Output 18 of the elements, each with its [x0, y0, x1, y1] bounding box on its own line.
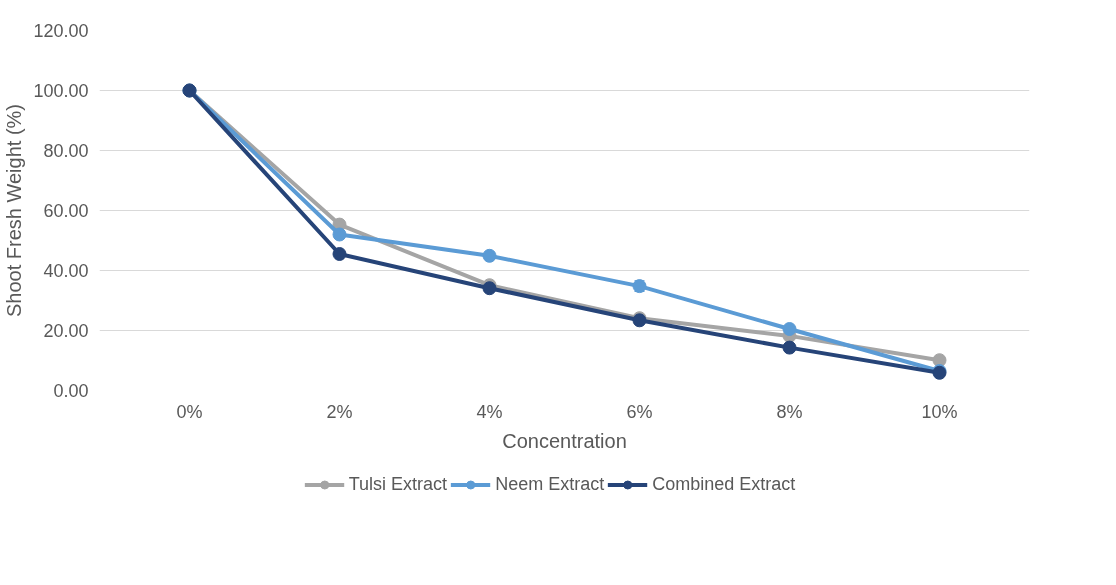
- y-tick-label: 120.00: [33, 21, 89, 41]
- x-tick-label: 4%: [476, 401, 503, 422]
- y-tick-label: 60.00: [43, 201, 89, 221]
- x-tick-label: 2%: [326, 401, 353, 422]
- x-tick-label: 8%: [776, 401, 803, 422]
- y-axis-title: Shoot Fresh Weight (%): [3, 103, 26, 318]
- x-tick-label: 6%: [626, 401, 653, 422]
- y-tick-label: 20.00: [43, 321, 89, 341]
- legend-label: Neem Extract: [495, 473, 605, 495]
- x-tick-label: 10%: [921, 401, 958, 422]
- legend-label: Combined Extract: [652, 473, 796, 495]
- x-tick-label: 0%: [176, 401, 203, 422]
- y-tick-label: 0.00: [53, 381, 89, 401]
- y-tick-label: 100.00: [33, 81, 89, 101]
- y-tick-label: 80.00: [43, 141, 89, 161]
- y-tick-label: 40.00: [43, 261, 89, 281]
- x-axis-title: Concentration: [502, 429, 627, 452]
- legend-label: Tulsi Extract: [348, 473, 448, 495]
